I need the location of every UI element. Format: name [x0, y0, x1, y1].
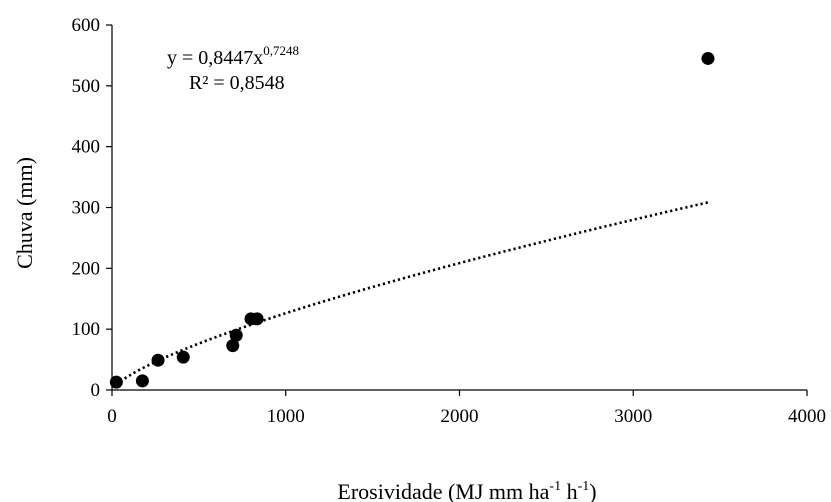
data-point	[176, 350, 190, 364]
y-axis-title: Chuva (mm)	[12, 157, 37, 269]
data-point	[701, 51, 715, 65]
data-point	[226, 339, 240, 353]
x-tick-label: 1000	[267, 406, 305, 427]
x-axis-title-end: )	[589, 479, 596, 502]
x-axis-title: Erosividade (MJ mm ha-1 h-1)	[337, 479, 596, 502]
x-tick-label: 2000	[441, 406, 479, 427]
equation-exponent: 0,7248	[263, 43, 299, 58]
data-point	[135, 374, 149, 388]
trendline-equation: y = 0,8447x0,7248	[167, 43, 299, 69]
data-point	[229, 328, 243, 342]
data-points	[109, 51, 715, 389]
y-tick-label: 0	[91, 380, 101, 401]
data-point	[151, 353, 165, 367]
y-tick-label: 400	[72, 137, 101, 158]
x-axis-title-sup1: -1	[549, 479, 561, 494]
y-tick-label: 500	[72, 76, 101, 97]
x-axis-title-main: Erosividade (MJ mm ha	[337, 479, 549, 502]
x-tick-label: 4000	[788, 406, 826, 427]
data-point	[109, 375, 123, 389]
equation-base: y = 0,8447x	[167, 47, 263, 69]
y-tick-label: 100	[72, 319, 101, 340]
data-point	[250, 312, 264, 326]
x-axis-title-sup2: -1	[578, 479, 590, 494]
x-tick-label: 0	[107, 406, 117, 427]
r-squared: R² = 0,8548	[189, 72, 285, 94]
y-tick-label: 300	[72, 198, 101, 219]
y-tick-label: 200	[72, 258, 101, 279]
x-tick-label: 3000	[614, 406, 652, 427]
x-axis-ticks: 0 1000 2000 3000 4000	[107, 390, 826, 427]
y-axis-ticks: 0 100 200 300 400 500 600	[72, 15, 112, 401]
y-tick-label: 600	[72, 15, 101, 36]
x-axis-title-mid: h	[561, 479, 578, 502]
trendline	[115, 201, 709, 386]
